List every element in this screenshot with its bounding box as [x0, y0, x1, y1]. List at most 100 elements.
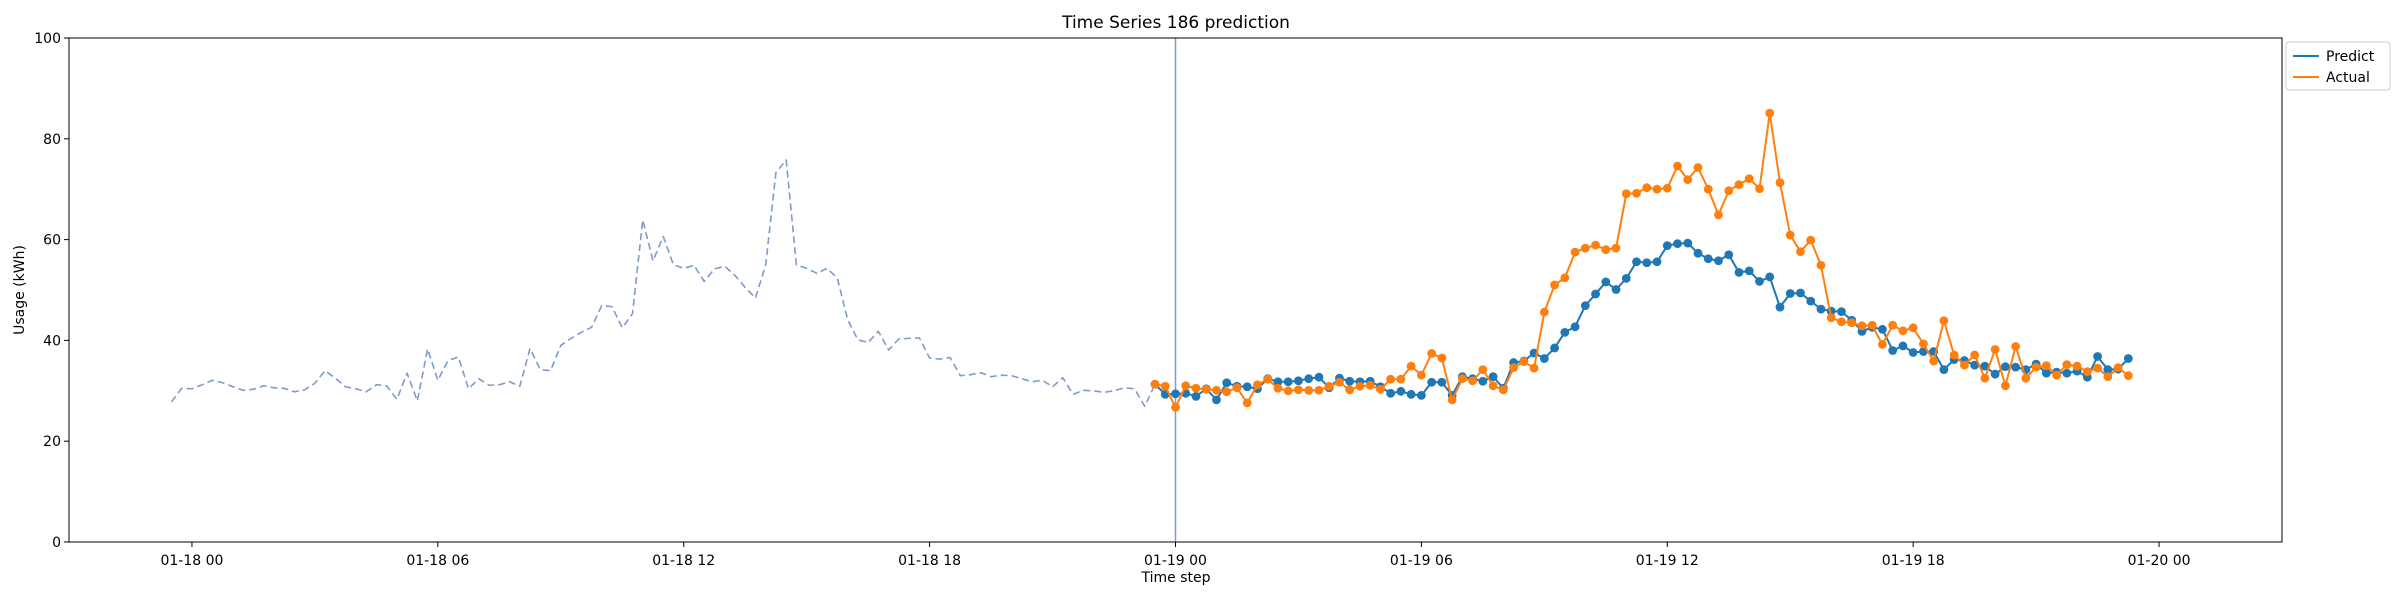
actual-series-point-37	[1529, 363, 1539, 373]
actual-series-point-28	[1437, 353, 1447, 363]
actual-series-point-57	[1734, 180, 1744, 190]
actual-series-point-10	[1253, 380, 1262, 390]
y-tick-label-3: 60	[43, 233, 61, 249]
predict-series-point-33	[1488, 372, 1498, 382]
predict-series-point-93	[2103, 365, 2113, 375]
actual-series-point-13	[1283, 386, 1293, 396]
actual-series-point-1	[1160, 381, 1170, 391]
actual-series-point-94	[2113, 363, 2123, 373]
predict-series-point-48	[1642, 258, 1652, 268]
predict-series-point-38	[1539, 354, 1549, 363]
actual-series-point-50	[1662, 183, 1672, 193]
actual-series-point-49	[1652, 184, 1662, 194]
predict-series-point-19	[1345, 376, 1355, 386]
predict-series-point-4	[1191, 391, 1201, 401]
actual-series-point-19	[1345, 385, 1355, 395]
x-tick-label-0: 01-18 00	[160, 553, 223, 569]
actual-series-point-40	[1560, 273, 1570, 283]
predict-series-point-23	[1386, 388, 1396, 398]
y-tick-label-1: 20	[43, 434, 61, 450]
actual-series-point-87	[2041, 361, 2051, 370]
actual-series-point-35	[1509, 363, 1518, 373]
actual-series-point-55	[1714, 210, 1723, 220]
actual-series-point-60	[1765, 108, 1775, 118]
predict-series-point-58	[1744, 266, 1754, 276]
actual-series-point-8	[1232, 383, 1242, 393]
actual-series-point-44	[1601, 245, 1611, 255]
actual-series-point-48	[1642, 183, 1652, 193]
actual-series-point-75	[1919, 339, 1928, 349]
x-axis-label: Time step	[1141, 570, 1211, 586]
actual-series-point-59	[1755, 184, 1764, 194]
predict-series-point-57	[1734, 267, 1744, 277]
predict-series-point-83	[2000, 362, 2010, 372]
actual-series-point-56	[1724, 186, 1734, 196]
x-tick-label-4: 01-19 00	[1144, 553, 1207, 569]
actual-series-point-78	[1949, 350, 1959, 360]
predict-series-point-16	[1314, 372, 1324, 382]
actual-series-point-27	[1427, 349, 1437, 358]
actual-series-point-79	[1959, 360, 1969, 370]
y-tick-label-0: 0	[52, 535, 61, 551]
actual-series-point-20	[1355, 381, 1365, 391]
predict-series-point-60	[1765, 272, 1775, 282]
predict-series-point-71	[1878, 324, 1887, 334]
actual-series-point-2	[1171, 403, 1180, 412]
predict-series-point-87	[2041, 368, 2051, 378]
actual-series-point-90	[2072, 361, 2082, 371]
predict-series-point-40	[1560, 327, 1570, 337]
actual-series-point-14	[1294, 385, 1303, 395]
actual-series-point-4	[1191, 383, 1201, 393]
actual-series-point-39	[1550, 280, 1559, 290]
actual-series-point-82	[1990, 345, 2000, 354]
predict-series-point-56	[1724, 250, 1734, 260]
actual-series-point-16	[1314, 385, 1324, 395]
predict-series-point-15	[1304, 374, 1314, 384]
actual-series-point-24	[1396, 374, 1406, 384]
y-tick-label-2: 40	[43, 333, 61, 349]
actual-series-point-85	[2021, 373, 2031, 383]
legend-predict-label: Predict	[2326, 49, 2375, 65]
predict-series-point-27	[1427, 377, 1437, 387]
legend-actual-label: Actual	[2326, 70, 2370, 86]
actual-series-point-18	[1335, 377, 1344, 387]
predict-series-point-73	[1898, 341, 1908, 351]
actual-series-point-3	[1181, 381, 1191, 391]
actual-series-point-21	[1365, 380, 1375, 390]
actual-series-point-52	[1683, 175, 1693, 185]
predict-series-point-12	[1273, 377, 1283, 387]
actual-series-point-86	[2031, 362, 2041, 372]
actual-series-point-17	[1324, 381, 1334, 391]
actual-series-point-84	[2011, 342, 2021, 351]
actual-series-point-29	[1447, 395, 1457, 405]
actual-series-point-68	[1847, 318, 1857, 328]
predict-series-point-65	[1816, 304, 1826, 314]
actual-series-point-83	[2000, 381, 2010, 391]
actual-series-point-41	[1570, 247, 1580, 257]
actual-series-point-31	[1468, 376, 1478, 386]
predict-series-point-44	[1601, 277, 1611, 287]
actual-series-point-67	[1837, 317, 1846, 327]
actual-series-point-62	[1785, 230, 1795, 240]
predict-series-point-39	[1550, 343, 1559, 353]
actual-series-point-72	[1888, 320, 1898, 330]
predict-series-point-64	[1806, 296, 1816, 306]
actual-series-point-25	[1406, 361, 1416, 371]
predict-series-point-28	[1437, 377, 1447, 387]
actual-series-point-32	[1478, 365, 1488, 375]
actual-series-point-64	[1806, 235, 1816, 245]
actual-series-point-22	[1376, 384, 1385, 394]
actual-series-point-47	[1632, 188, 1641, 198]
predict-series-point-26	[1416, 390, 1426, 400]
predict-series-point-74	[1908, 348, 1918, 357]
actual-series-point-95	[2123, 371, 2133, 381]
actual-series-point-65	[1816, 260, 1826, 270]
actual-series-point-89	[2062, 360, 2072, 369]
predict-series-point-45	[1611, 285, 1621, 294]
x-tick-label-7: 01-19 18	[1882, 553, 1945, 569]
predict-series-point-89	[2062, 368, 2072, 378]
predict-series-point-80	[1970, 360, 1980, 370]
predict-series-point-77	[1939, 365, 1949, 375]
predict-series-point-92	[2093, 352, 2102, 361]
